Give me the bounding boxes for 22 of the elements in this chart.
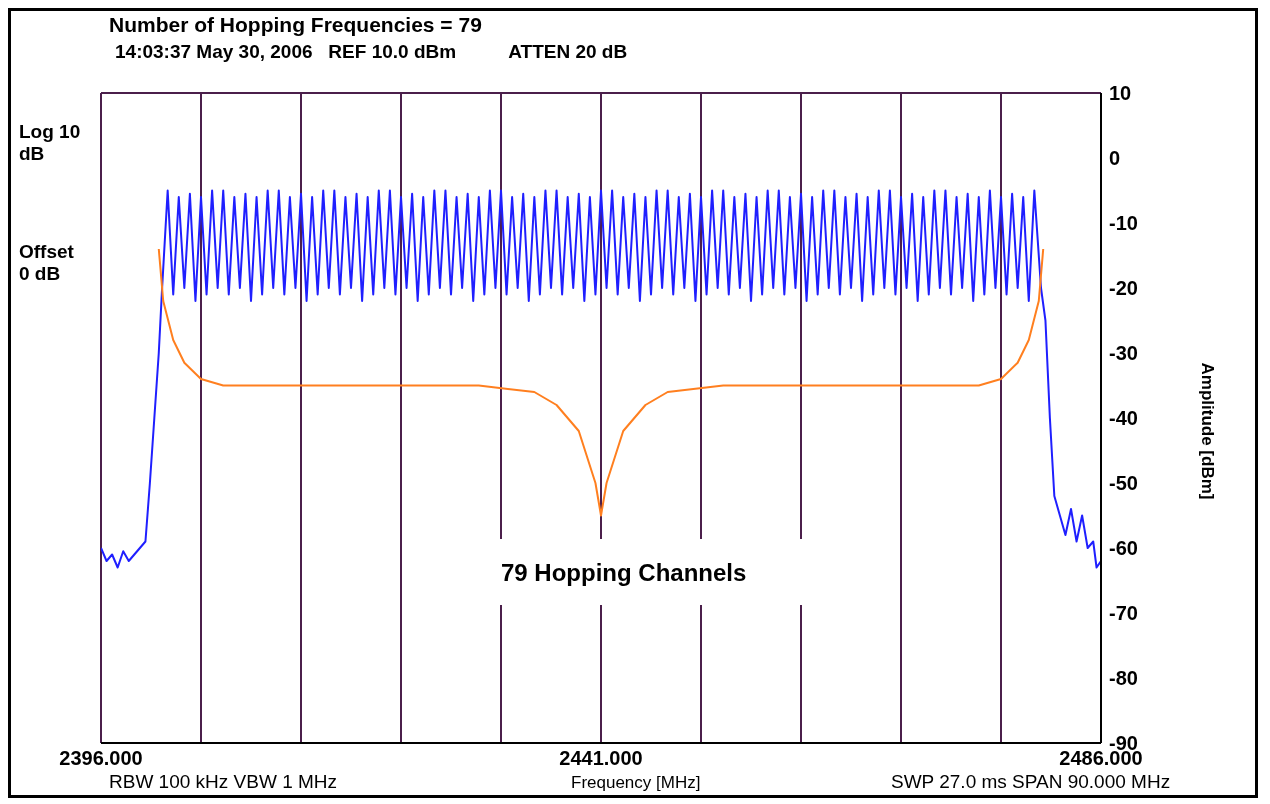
y-tick-label: -70 (1109, 602, 1138, 625)
x-tick-label: 2441.000 (559, 747, 643, 770)
line-series (157, 248, 1045, 517)
annotation: 79 Hopping Channels (501, 559, 747, 587)
y-tick-label: -30 (1109, 342, 1138, 365)
text: SWP 27.0 ms SPAN 90.000 MHz (891, 771, 1171, 793)
text: RBW 100 kHz VBW 1 MHz (109, 771, 338, 793)
y-axis-title: Amplitude [dBm] (1197, 362, 1217, 500)
y-tick-label: -40 (1109, 407, 1138, 430)
y-tick-label: 0 (1109, 147, 1121, 170)
y-tick-label: 10 (1109, 82, 1132, 105)
y-tick-label: -50 (1109, 472, 1138, 495)
text: Offset 0 dB (19, 241, 75, 285)
y-tick-label: -60 (1109, 537, 1138, 560)
chart-title: Number of Hopping Frequencies = 79 (109, 13, 482, 37)
text: Log 10 dB (19, 121, 82, 165)
y-tick-label: -20 (1109, 277, 1138, 300)
y-tick-label: -80 (1109, 667, 1138, 690)
chart-subtitle: 14:03:37 May 30, 2006 REF 10.0 dBm ATTEN 20 dB (115, 41, 628, 63)
x-axis-title: Frequency [MHz] (571, 773, 701, 793)
x-tick-label: 2396.000 (59, 747, 143, 770)
y-tick-label: -10 (1109, 212, 1138, 235)
